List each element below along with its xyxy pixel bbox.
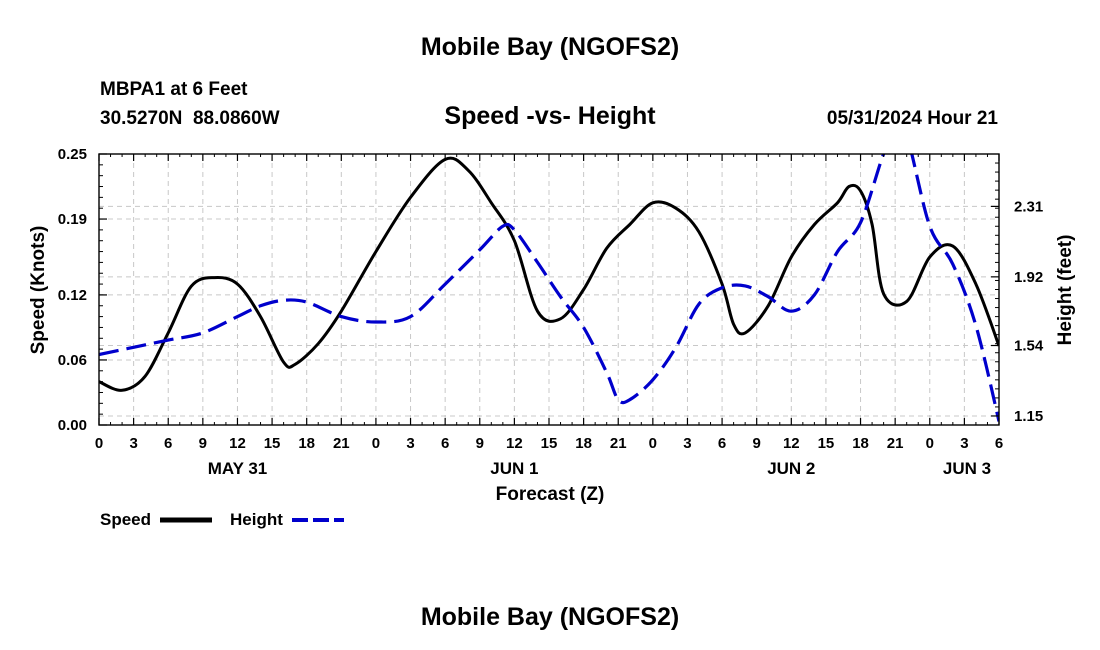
- day-label: MAY 31: [208, 459, 268, 478]
- coordinates-label: 30.5270N 88.0860W: [100, 108, 280, 129]
- left-tick-label: 0.12: [58, 287, 87, 304]
- x-tick-label: 6: [995, 435, 1003, 452]
- x-tick-label: 0: [372, 435, 380, 452]
- y-axis-title-left: Speed (Knots): [28, 226, 49, 355]
- y-axis-title-right: Height (feet): [1055, 235, 1076, 346]
- timestamp-label: 05/31/2024 Hour 21: [827, 108, 999, 129]
- x-tick-label: 6: [441, 435, 449, 452]
- x-tick-label: 6: [164, 435, 172, 452]
- day-label: JUN 3: [943, 459, 991, 478]
- x-tick-label: 12: [783, 435, 800, 452]
- x-tick-label: 3: [406, 435, 414, 452]
- x-tick-label: 3: [683, 435, 691, 452]
- left-tick-label: 0.25: [58, 146, 87, 163]
- x-tick-label: 15: [264, 435, 281, 452]
- x-tick-label: 15: [818, 435, 835, 452]
- x-tick-label: 0: [926, 435, 934, 452]
- x-tick-label: 12: [229, 435, 246, 452]
- x-tick-label: 15: [541, 435, 558, 452]
- x-tick-label: 18: [298, 435, 315, 452]
- left-tick-label: 0.19: [58, 211, 87, 228]
- x-tick-label: 18: [575, 435, 592, 452]
- height-series-line: [99, 154, 999, 422]
- right-tick-label: 1.92: [1014, 269, 1043, 286]
- day-label: JUN 1: [490, 459, 538, 478]
- left-tick-label: 0.06: [58, 352, 87, 369]
- day-label: JUN 2: [767, 459, 815, 478]
- x-tick-label: 21: [610, 435, 627, 452]
- x-tick-label: 0: [95, 435, 103, 452]
- right-tick-label: 1.15: [1014, 408, 1043, 425]
- x-tick-label: 9: [753, 435, 761, 452]
- x-tick-label: 6: [718, 435, 726, 452]
- x-tick-label: 3: [960, 435, 968, 452]
- station-label: MBPA1 at 6 Feet: [100, 79, 248, 100]
- x-tick-label: 9: [476, 435, 484, 452]
- right-tick-label: 1.54: [1014, 338, 1044, 355]
- legend-speed-label: Speed: [100, 510, 151, 529]
- legend: Speed Height: [100, 510, 344, 529]
- x-axis-title: Forecast (Z): [496, 484, 605, 505]
- x-tick-label: 21: [333, 435, 350, 452]
- right-tick-label: 2.31: [1014, 198, 1043, 215]
- x-tick-label: 21: [887, 435, 904, 452]
- axes: 0 3 6 9 12 15 18 21 0 3 6 9 12 15 18 21 0 3 6 9 12 15 18 21 0 3 6 M…: [58, 146, 1044, 478]
- x-tick-label: 9: [199, 435, 207, 452]
- x-tick-label: 3: [129, 435, 137, 452]
- footer-title: Mobile Bay (NGOFS2): [421, 603, 679, 631]
- series-layer: [99, 154, 999, 422]
- page-title: Mobile Bay (NGOFS2): [421, 33, 679, 61]
- speed-series-line: [99, 156, 999, 392]
- left-tick-label: 0.00: [58, 417, 87, 434]
- x-tick-label: 12: [506, 435, 523, 452]
- x-tick-label: 18: [852, 435, 869, 452]
- x-tick-label: 0: [649, 435, 657, 452]
- legend-height-label: Height: [230, 510, 283, 529]
- chart-subtitle: Speed -vs- Height: [444, 102, 656, 130]
